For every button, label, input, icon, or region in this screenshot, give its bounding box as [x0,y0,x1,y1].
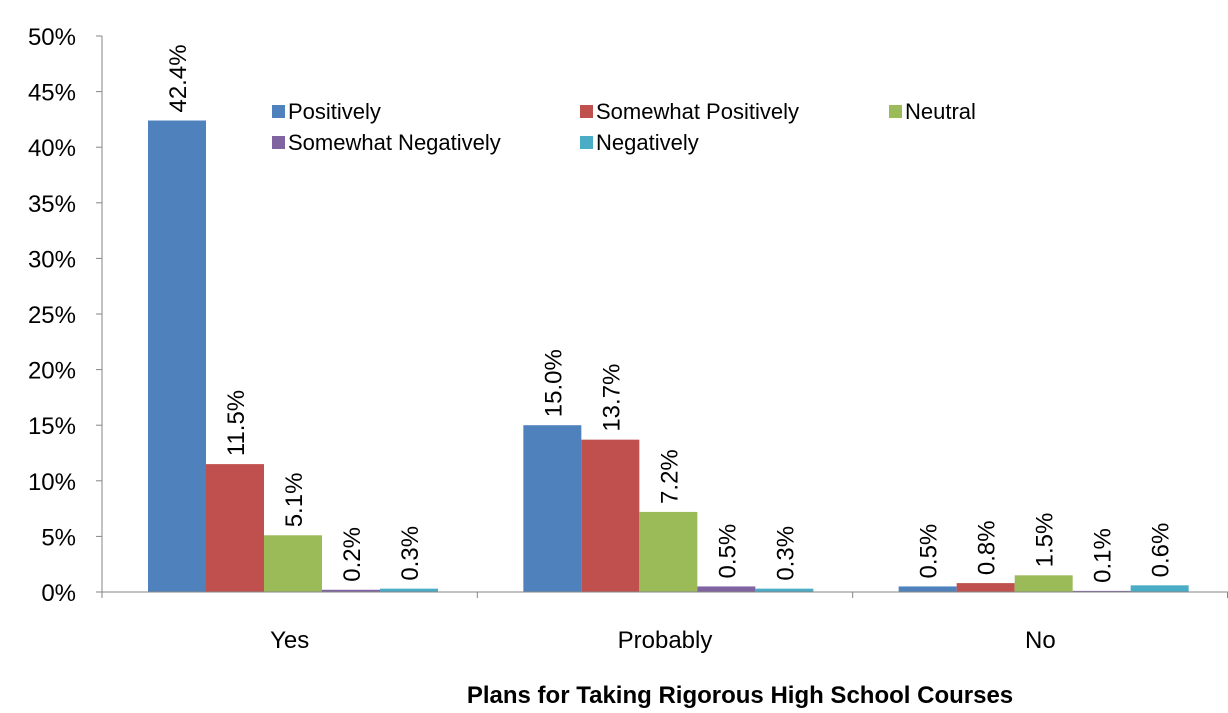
category-label: Probably [618,627,713,654]
data-label: 1.5% [1032,513,1059,568]
x-axis-title: Plans for Taking Rigorous High School Co… [467,682,1013,709]
data-label: 0.2% [339,527,366,582]
category-label: Yes [270,627,309,654]
bar [1072,590,1131,592]
bar [1130,585,1189,592]
data-label: 7.2% [656,449,683,504]
bar [148,120,206,593]
bar [697,586,756,592]
data-label: 0.1% [1090,528,1117,583]
bar [206,464,264,592]
data-label: 0.3% [772,526,799,581]
bar [639,511,698,592]
bar [755,588,814,592]
bar [264,535,322,592]
bar [1014,575,1073,592]
bar [380,588,438,592]
legend-label: Somewhat Positively [596,99,799,124]
y-tick-label: 30% [28,246,76,273]
data-label: 0.8% [974,520,1001,575]
data-labels: 42.4% 11.5% 5.1% 0.2% 0.3% 15.0% 13.7% 7.2% 0.5%… [165,44,1175,582]
legend: Positively Somewhat Positively Neutral Some… [272,99,976,155]
legend-swatch [272,105,285,118]
bar [898,586,957,592]
data-label: 11.5% [223,390,250,456]
y-tick-label: 45% [28,80,76,107]
legend-label: Negatively [596,130,699,155]
data-label: 42.4% [165,44,192,112]
category-label: No [1025,627,1056,654]
y-tick-label: 20% [28,358,76,385]
legend-label: Neutral [905,99,976,124]
y-tick-label: 5% [41,524,76,551]
y-tick-label: 35% [28,191,76,218]
legend-swatch [889,105,902,118]
data-label: 5.1% [281,473,308,528]
bar [956,583,1015,592]
y-tick-label: 25% [28,302,76,329]
bar [581,439,640,592]
y-tick-label: 50% [28,24,76,51]
bar [523,425,582,592]
legend-label: Positively [288,99,381,124]
bar [322,589,380,592]
data-label: 0.3% [397,526,424,581]
data-label: 0.6% [1148,523,1175,578]
legend-swatch [272,136,285,149]
category-labels: Yes Probably No [270,627,1056,654]
legend-swatch [580,105,593,118]
data-label: 0.5% [714,524,741,579]
y-axis-ticks: 0% 5% 10% 15% 20% 25% 30% 35% 40% 45% 50% [28,24,76,607]
y-tick-label: 0% [41,580,76,607]
y-tick-label: 10% [28,469,76,496]
legend-label: Somewhat Negatively [288,130,501,155]
data-label: 15.0% [540,349,567,417]
y-tick-label: 15% [28,413,76,440]
chart-bars [148,120,1189,593]
legend-swatch [580,136,593,149]
data-label: 13.7% [598,364,625,432]
data-label: 0.5% [916,524,943,579]
y-tick-label: 40% [28,135,76,162]
